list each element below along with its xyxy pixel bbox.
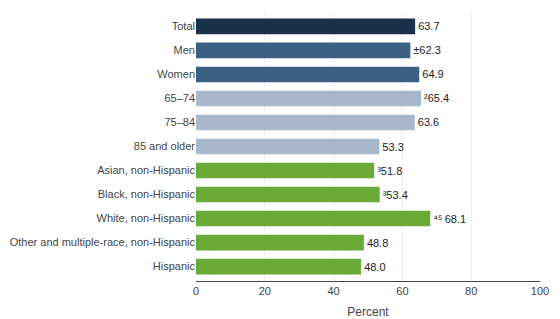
svg-text:53.3: 53.3 bbox=[382, 141, 403, 153]
svg-text:³51.8: ³51.8 bbox=[377, 165, 402, 177]
svg-text:⁴⁵ 68.1: ⁴⁵ 68.1 bbox=[433, 213, 466, 225]
svg-text:63.7: 63.7 bbox=[418, 20, 439, 32]
svg-text:Percent: Percent bbox=[347, 305, 389, 319]
svg-text:Total: Total bbox=[172, 20, 195, 32]
svg-text:40: 40 bbox=[327, 285, 339, 297]
svg-text:³53.4: ³53.4 bbox=[383, 189, 408, 201]
svg-text:48.8: 48.8 bbox=[367, 237, 388, 249]
svg-text:64.9: 64.9 bbox=[422, 68, 443, 80]
svg-text:Men: Men bbox=[174, 44, 195, 56]
svg-text:100: 100 bbox=[531, 285, 549, 297]
svg-text:80: 80 bbox=[465, 285, 477, 297]
svg-text:60: 60 bbox=[396, 285, 408, 297]
svg-text:85 and older: 85 and older bbox=[134, 140, 195, 152]
svg-text:48.0: 48.0 bbox=[364, 261, 385, 273]
svg-text:Black, non-Hispanic: Black, non-Hispanic bbox=[98, 188, 196, 200]
svg-text:White, non-Hispanic: White, non-Hispanic bbox=[97, 212, 196, 224]
svg-text:Hispanic: Hispanic bbox=[153, 260, 196, 272]
svg-text:65–74: 65–74 bbox=[164, 92, 195, 104]
svg-text:±62.3: ±62.3 bbox=[413, 44, 440, 56]
svg-text:20: 20 bbox=[259, 285, 271, 297]
svg-text:Other and multiple-race, non-H: Other and multiple-race, non-Hispanic bbox=[10, 236, 196, 248]
svg-text:Women: Women bbox=[157, 68, 195, 80]
svg-text:75–84: 75–84 bbox=[164, 116, 195, 128]
svg-text:0: 0 bbox=[193, 285, 199, 297]
svg-text:63.6: 63.6 bbox=[418, 116, 439, 128]
svg-text:²65.4: ²65.4 bbox=[424, 92, 449, 104]
svg-text:Asian, non-Hispanic: Asian, non-Hispanic bbox=[97, 164, 195, 176]
